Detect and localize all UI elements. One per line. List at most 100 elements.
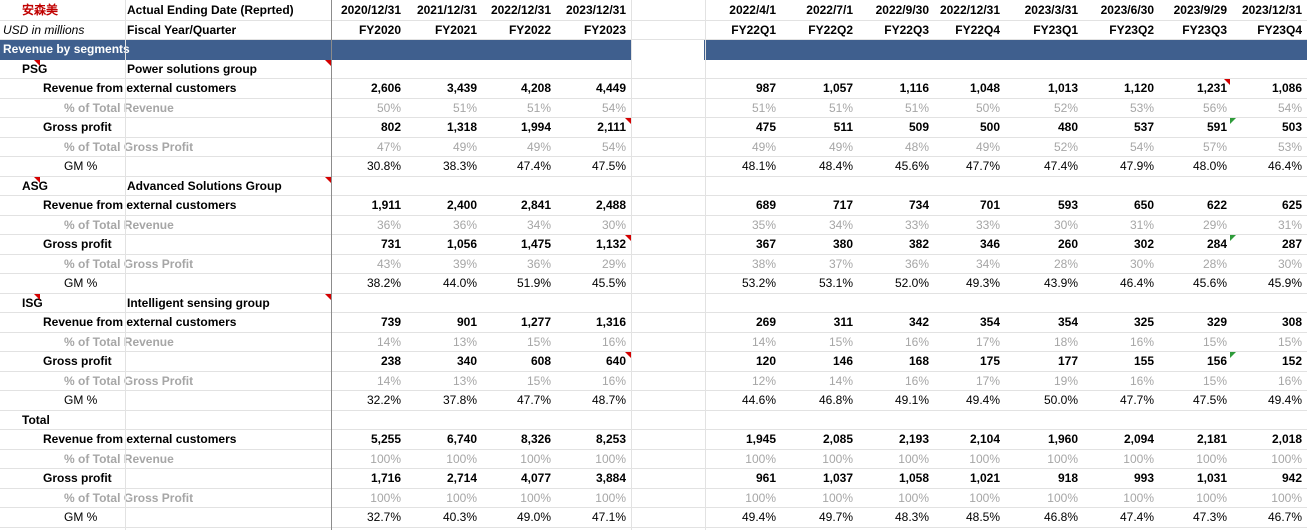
value-cell[interactable]: 177 (1057, 354, 1078, 368)
value-cell[interactable]: 2,094 (1123, 432, 1154, 446)
value-cell[interactable]: 49% (751, 139, 776, 154)
value-cell[interactable]: 152 (1281, 354, 1302, 368)
metric-label-cell[interactable]: % of Total Gross Profit (64, 139, 194, 154)
value-cell[interactable]: 2,104 (969, 432, 1000, 446)
value-cell[interactable]: 100% (520, 490, 551, 505)
value-cell[interactable]: 701 (979, 198, 1000, 212)
value-cell[interactable]: 155 (1133, 354, 1154, 368)
value-cell[interactable]: 100% (822, 490, 853, 505)
value-cell[interactable]: 340 (456, 354, 477, 368)
metric-label-cell[interactable]: GM % (64, 159, 98, 173)
value-cell[interactable]: 57% (1202, 139, 1227, 154)
value-cell[interactable]: 993 (1133, 471, 1154, 485)
value-cell[interactable]: 53% (1129, 100, 1154, 115)
value-cell[interactable]: 3,439 (446, 81, 477, 95)
value-cell[interactable]: 48.7% (591, 393, 626, 407)
value-cell[interactable]: 1,716 (370, 471, 401, 485)
value-cell[interactable]: 47.3% (1192, 510, 1227, 524)
value-cell[interactable]: 100% (1196, 451, 1227, 466)
value-cell[interactable]: 1,277 (520, 315, 551, 329)
value-cell[interactable]: 2,181 (1196, 432, 1227, 446)
value-cell[interactable]: 120 (755, 354, 776, 368)
value-cell[interactable]: 2,193 (898, 432, 929, 446)
value-cell[interactable]: 100% (446, 490, 477, 505)
header-date-cell[interactable]: 2022/7/1 (806, 3, 853, 17)
value-cell[interactable]: 100% (745, 490, 776, 505)
value-cell[interactable]: 14% (376, 334, 401, 349)
value-cell[interactable]: 593 (1057, 198, 1078, 212)
value-cell[interactable]: 4,449 (595, 81, 626, 95)
metric-label-cell[interactable]: Revenue from external customers (43, 81, 237, 95)
value-cell[interactable]: 640 (605, 354, 626, 368)
value-cell[interactable]: 51.9% (516, 276, 551, 290)
value-cell[interactable]: 36% (452, 217, 477, 232)
value-cell[interactable]: 325 (1133, 315, 1154, 329)
header-period-cell[interactable]: FY23Q1 (1033, 22, 1078, 37)
metric-label-cell[interactable]: Revenue from external customers (43, 198, 237, 212)
value-cell[interactable]: 54% (1277, 100, 1302, 115)
value-cell[interactable]: 100% (370, 490, 401, 505)
value-cell[interactable]: 100% (520, 451, 551, 466)
value-cell[interactable]: 46.4% (1267, 159, 1302, 173)
value-cell[interactable]: 1,231 (1196, 81, 1227, 95)
value-cell[interactable]: 47.4% (1043, 159, 1078, 173)
value-cell[interactable]: 100% (595, 490, 626, 505)
metric-label-cell[interactable]: Gross profit (43, 354, 112, 368)
value-cell[interactable]: 45.9% (1267, 276, 1302, 290)
metric-label-cell[interactable]: Gross profit (43, 120, 112, 134)
comment-marker-icon[interactable] (34, 293, 40, 300)
value-cell[interactable]: 46.4% (1119, 276, 1154, 290)
value-cell[interactable]: 146 (832, 354, 853, 368)
header-date-cell[interactable]: 2022/12/31 (490, 3, 551, 17)
segment-name-cell[interactable] (127, 411, 327, 430)
value-cell[interactable]: 49.4% (965, 393, 1000, 407)
value-cell[interactable]: 2,400 (446, 198, 477, 212)
header-period-cell[interactable]: FY23Q3 (1182, 22, 1227, 37)
comment-marker-icon[interactable] (625, 352, 631, 358)
value-cell[interactable]: 622 (1206, 198, 1227, 212)
value-cell[interactable]: 51% (452, 100, 477, 115)
metric-label-cell[interactable]: GM % (64, 276, 98, 290)
error-indicator-icon[interactable] (1230, 235, 1236, 241)
header-date-cell[interactable]: 2022/12/31 (939, 3, 1000, 17)
value-cell[interactable]: 100% (1047, 490, 1078, 505)
value-cell[interactable]: 43.9% (1043, 276, 1078, 290)
company-name-cell[interactable]: 安森美 (22, 3, 59, 17)
metric-label-cell[interactable]: Gross profit (43, 237, 112, 251)
value-cell[interactable]: 475 (755, 120, 776, 134)
value-cell[interactable]: 311 (833, 315, 853, 329)
value-cell[interactable]: 33% (975, 217, 1000, 232)
value-cell[interactable]: 19% (1053, 373, 1078, 388)
value-cell[interactable]: 38.2% (366, 276, 401, 290)
value-cell[interactable]: 49.0% (516, 510, 551, 524)
value-cell[interactable]: 47.5% (1192, 393, 1227, 407)
header-date-cell[interactable]: 2020/12/31 (340, 3, 401, 17)
value-cell[interactable]: 731 (380, 237, 401, 251)
value-cell[interactable]: 168 (908, 354, 929, 368)
value-cell[interactable]: 5,255 (370, 432, 401, 446)
value-cell[interactable]: 53% (1277, 139, 1302, 154)
header-period-cell[interactable]: FY2023 (583, 22, 626, 37)
header-date-cell[interactable]: 2023/12/31 (565, 3, 626, 17)
value-cell[interactable]: 46.8% (818, 393, 853, 407)
value-cell[interactable]: 346 (979, 237, 1000, 251)
value-cell[interactable]: 1,994 (520, 120, 551, 134)
value-cell[interactable]: 380 (832, 237, 853, 251)
value-cell[interactable]: 50% (376, 100, 401, 115)
value-cell[interactable]: 12% (751, 373, 776, 388)
value-cell[interactable]: 38% (751, 256, 776, 271)
metric-label-cell[interactable]: Revenue from external customers (43, 432, 237, 446)
value-cell[interactable]: 2,111 (597, 120, 626, 134)
comment-marker-icon[interactable] (625, 235, 631, 241)
value-cell[interactable]: 2,841 (520, 198, 551, 212)
metric-label-cell[interactable]: % of Total Revenue (64, 217, 174, 232)
value-cell[interactable]: 18% (1053, 334, 1078, 349)
value-cell[interactable]: 15% (526, 373, 551, 388)
value-cell[interactable]: 49.1% (894, 393, 929, 407)
value-cell[interactable]: 100% (969, 490, 1000, 505)
value-cell[interactable]: 36% (904, 256, 929, 271)
header-date-cell[interactable]: 2023/3/31 (1024, 3, 1078, 17)
header-period-cell[interactable]: FY22Q3 (884, 22, 929, 37)
metric-label-cell[interactable]: % of Total Gross Profit (64, 490, 194, 505)
value-cell[interactable]: 35% (751, 217, 776, 232)
